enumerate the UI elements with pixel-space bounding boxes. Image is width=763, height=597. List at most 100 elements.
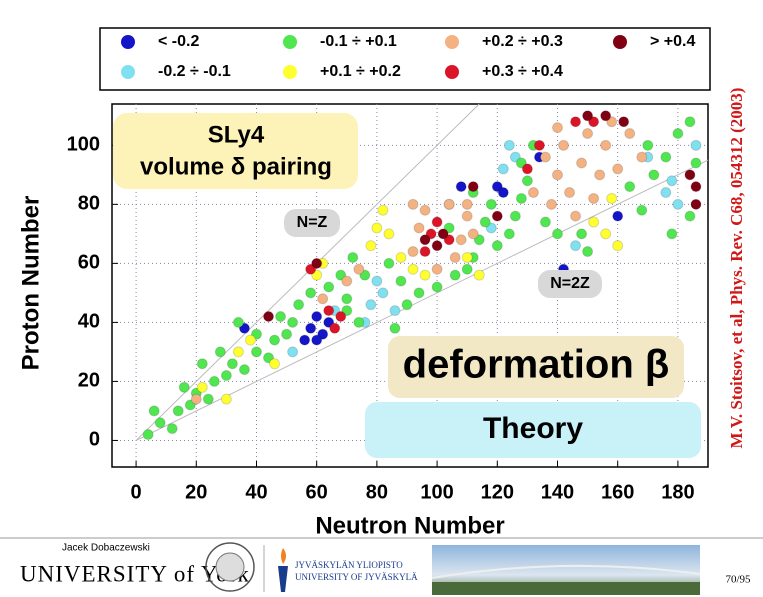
data-point (672, 198, 684, 210)
x-axis-title: Neutron Number (315, 512, 504, 539)
data-point (407, 198, 419, 210)
data-point (461, 198, 473, 210)
data-point (287, 346, 299, 358)
data-point (497, 163, 509, 175)
data-point (371, 222, 383, 234)
data-point (299, 334, 311, 346)
jyu-flame (281, 548, 286, 564)
data-point (365, 299, 377, 311)
data-point (419, 234, 431, 246)
data-point (539, 216, 551, 228)
data-point (335, 310, 347, 322)
data-point (491, 240, 503, 252)
data-point (461, 263, 473, 275)
york-logo: UNIVERSITY of York (20, 561, 250, 586)
data-point (551, 228, 563, 240)
data-point (491, 210, 503, 222)
y-tick-label: 40 (78, 311, 100, 333)
data-point (690, 181, 702, 193)
data-point (341, 275, 353, 287)
data-point (281, 328, 293, 340)
data-point (353, 263, 365, 275)
data-point (311, 334, 323, 346)
photo-bridge (431, 564, 701, 579)
data-point (684, 169, 696, 181)
data-point (582, 110, 594, 122)
data-point (154, 417, 166, 429)
data-point (395, 275, 407, 287)
data-point (449, 251, 461, 263)
data-point (564, 187, 576, 199)
data-point (323, 305, 335, 317)
data-point (606, 192, 618, 204)
page-number: 70/95 (725, 574, 751, 586)
data-point (232, 316, 244, 328)
data-point (461, 251, 473, 263)
data-point (166, 423, 178, 435)
legend-label: -0.2 ÷ -0.1 (158, 63, 231, 80)
data-point (202, 393, 214, 405)
x-tick-label: 100 (420, 481, 453, 503)
data-point (347, 251, 359, 263)
data-point (612, 163, 624, 175)
x-tick-label: 20 (185, 481, 207, 503)
data-point (329, 322, 341, 334)
data-point (582, 128, 594, 140)
data-point (220, 370, 232, 382)
data-point (407, 263, 419, 275)
x-tick-label: 0 (131, 481, 142, 503)
data-point (600, 139, 612, 151)
data-point (503, 139, 515, 151)
data-point (244, 334, 256, 346)
x-tick-label: 180 (661, 481, 694, 503)
annotation-box (388, 336, 684, 398)
data-point (618, 116, 630, 128)
y-axis-title: Proton Number (17, 196, 44, 371)
data-point (305, 287, 317, 299)
legend-swatch (283, 35, 297, 49)
y-tick-label: 0 (89, 429, 100, 451)
data-point (305, 322, 317, 334)
data-point (142, 429, 154, 441)
data-point (311, 310, 323, 322)
data-point (437, 228, 449, 240)
data-point (407, 246, 419, 258)
legend-swatch (283, 65, 297, 79)
annotation: deformation β (403, 343, 670, 387)
legend-label: < -0.2 (158, 33, 199, 50)
legend-label: > +0.4 (650, 33, 695, 50)
data-point (287, 316, 299, 328)
data-point (624, 181, 636, 193)
annotations: SLy4 volume δ pairing N=Z N=2Z deformation β… (113, 113, 701, 458)
x-tick-label: 60 (306, 481, 328, 503)
data-point (214, 346, 226, 358)
data-point (666, 175, 678, 187)
data-point (582, 246, 594, 258)
annotation-box (113, 113, 358, 189)
data-point (190, 393, 202, 405)
data-point (431, 240, 443, 252)
x-tick-label: 80 (366, 481, 388, 503)
data-point (539, 151, 551, 163)
annotation: N=2Z (550, 275, 590, 292)
data-point (311, 257, 323, 269)
data-point (172, 405, 184, 417)
citation: M.V. Stoitsov, et al, Phys. Rev. C68, 05… (727, 88, 746, 449)
data-point (323, 281, 335, 293)
data-point (389, 322, 401, 334)
data-point (684, 210, 696, 222)
data-point (401, 299, 413, 311)
data-point (558, 139, 570, 151)
data-point (660, 187, 672, 199)
data-point (353, 316, 365, 328)
data-point (389, 305, 401, 317)
data-point (497, 187, 509, 199)
legend-label: +0.2 ÷ +0.3 (482, 33, 563, 50)
y-tick-label: 100 (67, 134, 100, 156)
x-tick-label: 140 (541, 481, 574, 503)
legend-swatch (445, 65, 459, 79)
data-point (232, 346, 244, 358)
annotation: volume δ pairing (140, 153, 332, 180)
annotation-box (284, 209, 340, 237)
data-point (551, 169, 563, 181)
